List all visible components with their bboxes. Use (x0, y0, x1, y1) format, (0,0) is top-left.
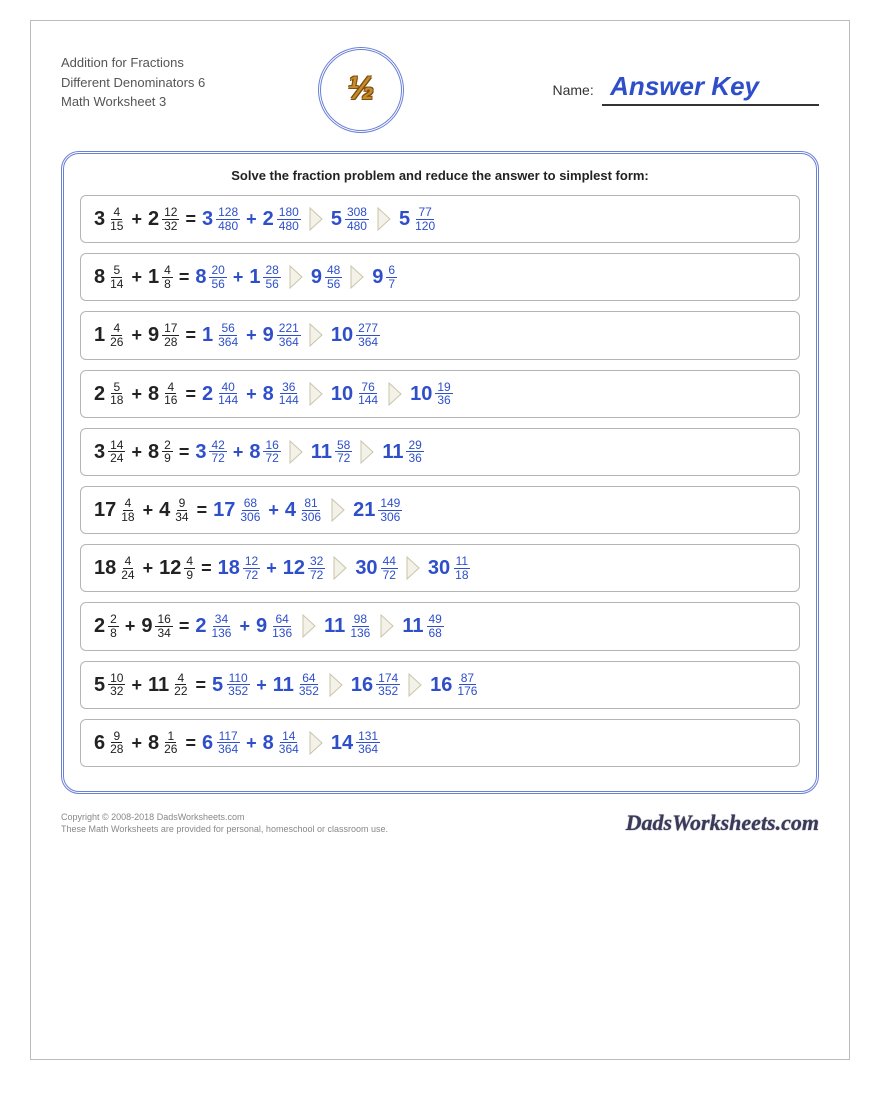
arrow-icon (301, 613, 317, 639)
arrow-icon (330, 497, 346, 523)
footer: Copyright © 2008-2018 DadsWorksheets.com… (61, 810, 819, 836)
arrow-icon (308, 381, 324, 407)
problem-row: 18424+1249=181272+123272304472301118 (80, 544, 800, 592)
title-line-1: Addition for Fractions (61, 53, 301, 73)
footer-note: These Math Worksheets are provided for p… (61, 823, 388, 836)
instruction-text: Solve the fraction problem and reduce th… (80, 168, 800, 183)
arrow-icon (328, 672, 344, 698)
arrow-icon (308, 206, 324, 232)
title-line-2: Different Denominators 6 (61, 73, 301, 93)
header-title-block: Addition for Fractions Different Denomin… (61, 47, 301, 112)
arrow-icon (349, 264, 365, 290)
arrow-icon (359, 439, 375, 465)
problem-row: 31424+829=34272+81672115872112936 (80, 428, 800, 476)
problem-row: 2518+8416=240144+8361441076144101936 (80, 370, 800, 418)
name-label: Name: (552, 82, 593, 98)
arrow-icon (308, 730, 324, 756)
arrow-icon (379, 613, 395, 639)
title-line-3: Math Worksheet 3 (61, 92, 301, 112)
worksheet-page: Addition for Fractions Different Denomin… (30, 20, 850, 1060)
arrow-icon (387, 381, 403, 407)
problem-row: 6928+8126=6117364+81436414131364 (80, 719, 800, 767)
problem-list: 3415+21232=3128480+21804805308480577120 8… (80, 195, 800, 767)
arrow-icon (288, 439, 304, 465)
logo: ½ (301, 47, 421, 133)
fraction-logo-icon: ½ (348, 70, 375, 107)
content-box: Solve the fraction problem and reduce th… (61, 151, 819, 794)
problem-row: 51032+11422=5110352+11643521617435216871… (80, 661, 800, 709)
problem-row: 3415+21232=3128480+21804805308480577120 (80, 195, 800, 243)
logo-ring: ½ (318, 47, 404, 133)
answer-key-text: Answer Key (602, 71, 819, 106)
brand-logo: DadsWorksheets.com (626, 810, 819, 836)
header: Addition for Fractions Different Denomin… (61, 47, 819, 133)
copyright: Copyright © 2008-2018 DadsWorksheets.com (61, 811, 388, 824)
arrow-icon (332, 555, 348, 581)
problem-row: 1426+91728=156364+922136410277364 (80, 311, 800, 359)
problem-row: 17418+4934=1768306+48130621149306 (80, 486, 800, 534)
problem-row: 228+91634=234136+9641361198136114968 (80, 602, 800, 650)
name-block: Name: Answer Key (421, 47, 819, 106)
footer-left: Copyright © 2008-2018 DadsWorksheets.com… (61, 811, 388, 836)
arrow-icon (407, 672, 423, 698)
arrow-icon (405, 555, 421, 581)
arrow-icon (288, 264, 304, 290)
arrow-icon (376, 206, 392, 232)
arrow-icon (308, 322, 324, 348)
problem-row: 8514+148=82056+1285694856967 (80, 253, 800, 301)
